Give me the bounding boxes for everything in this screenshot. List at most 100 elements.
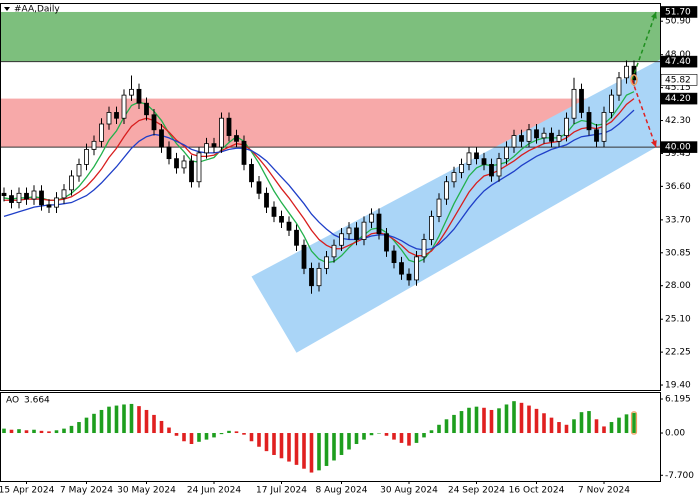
- ao-name: AO: [6, 396, 19, 406]
- ao-bar: [9, 429, 14, 434]
- candle-body: [444, 181, 449, 200]
- level-label-box: [660, 74, 698, 86]
- ao-tick-label: 0.00: [665, 429, 685, 439]
- ao-bar: [482, 407, 486, 434]
- candle-body: [114, 112, 119, 119]
- ao-bar: [294, 433, 299, 465]
- candle-body: [144, 102, 149, 116]
- ao-bar: [137, 406, 141, 434]
- candle-body: [331, 244, 337, 258]
- ao-bar: [324, 433, 329, 466]
- candle-body: [399, 262, 404, 275]
- candle-body: [76, 164, 82, 177]
- candle-body: [474, 152, 479, 160]
- y-tick-label: 30.85: [665, 248, 691, 258]
- ao-bar: [227, 430, 231, 434]
- ao-bar: [189, 433, 194, 444]
- ao-bar: [69, 425, 74, 434]
- last-price-marker: [630, 74, 638, 86]
- ao-bar: [632, 412, 636, 434]
- level-label: 51.70: [665, 7, 691, 17]
- price-frame: [0, 3, 661, 391]
- ao-bar: [624, 414, 629, 434]
- candle-body: [9, 195, 14, 203]
- ao-bar: [512, 401, 516, 434]
- candle-body: [609, 94, 614, 113]
- ao-bar: [617, 417, 621, 434]
- ao-bar: [84, 417, 89, 434]
- x-tick-label: 30 May 2024: [117, 486, 176, 496]
- ao-bar: [444, 419, 449, 434]
- ao-tick-label: -7.700: [665, 471, 694, 481]
- candle-body: [526, 129, 532, 142]
- ao-bar: [504, 404, 509, 434]
- ao-bar: [587, 411, 591, 434]
- candle-body: [24, 192, 29, 200]
- ao-bar: [429, 430, 434, 434]
- level-label: 40.00: [665, 143, 691, 153]
- candle-body: [121, 94, 127, 119]
- candle-body: [151, 114, 157, 131]
- ao-bar: [302, 433, 306, 469]
- candle-body: [406, 273, 412, 281]
- ao-bar: [407, 433, 411, 446]
- ao-bar: [77, 422, 81, 434]
- ao-bar: [219, 433, 224, 435]
- ao-bar: [564, 424, 569, 434]
- moving-average: [3, 109, 635, 251]
- y-tick-label: 28.00: [665, 281, 691, 291]
- ao-bar: [602, 426, 606, 434]
- menu-icon[interactable]: [4, 7, 10, 11]
- ao-bar: [182, 433, 186, 442]
- ao-bar: [467, 407, 471, 434]
- candle-body: [31, 190, 37, 200]
- candle-body: [39, 190, 44, 206]
- ao-bar: [174, 433, 179, 436]
- ao-bar: [152, 414, 156, 434]
- ao-bar: [287, 433, 291, 462]
- candle-body: [294, 229, 299, 246]
- ao-bar: [257, 433, 261, 447]
- ao-bar: [392, 433, 396, 440]
- ao-bar: [452, 414, 456, 434]
- candle-body: [61, 189, 67, 199]
- candle-body: [504, 146, 509, 160]
- candle-body: [271, 206, 277, 217]
- moving-average: [4, 98, 635, 257]
- y-tick-label: 48.00: [665, 50, 691, 60]
- candle-body: [219, 117, 224, 148]
- ao-bar: [114, 405, 119, 434]
- candle-body: [459, 164, 464, 173]
- level-label: 47.40: [665, 57, 691, 67]
- ao-bar: [144, 409, 149, 434]
- y-tick-label: 22.25: [665, 348, 691, 358]
- candle-body: [91, 140, 97, 150]
- ao-bar: [362, 433, 366, 440]
- channel: [251, 59, 661, 353]
- candle-body: [249, 164, 254, 183]
- candle-body: [99, 123, 104, 142]
- ao-bar: [519, 402, 524, 434]
- x-tick-label: 24 Sep 2024: [448, 486, 505, 496]
- price-pane: [0, 11, 661, 353]
- ao-bar: [122, 404, 126, 434]
- ao-bar: [377, 433, 381, 434]
- candle-body: [489, 164, 494, 177]
- candle-body: [69, 175, 74, 191]
- candle-body: [354, 227, 359, 240]
- ao-bar: [159, 420, 164, 434]
- x-tick-label: 15 Apr 2024: [0, 486, 55, 496]
- ao-bar: [422, 433, 426, 438]
- ao-bar: [264, 433, 269, 452]
- candle-body: [1, 192, 7, 197]
- candle-body: [204, 143, 209, 154]
- ao-bar: [32, 429, 36, 434]
- ao-tick-label: 6.195: [665, 395, 691, 405]
- candle-body: [241, 140, 247, 165]
- ao-bar: [609, 422, 614, 434]
- candle-body: [286, 221, 292, 231]
- candle-body: [181, 160, 187, 169]
- candle-body: [564, 117, 569, 136]
- level-label: 44.20: [665, 94, 691, 104]
